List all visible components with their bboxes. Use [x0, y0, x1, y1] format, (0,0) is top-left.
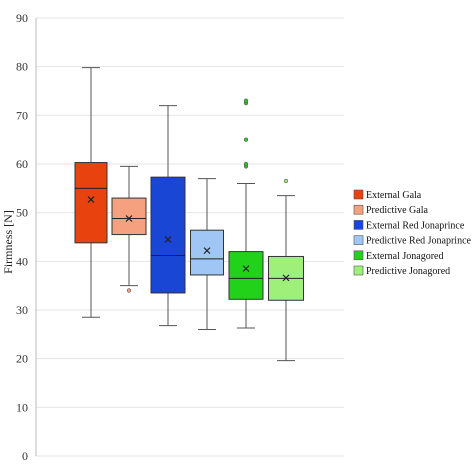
legend-item-5: External Jonagored [353, 250, 443, 262]
y-tick-label-10: 10 [16, 400, 28, 414]
outlier-point-1 [126, 288, 132, 293]
legend-label: Predictive Gala [366, 205, 428, 216]
mean-stroke-b [164, 236, 172, 243]
mean-stroke-b [125, 215, 133, 222]
mean-marker [203, 247, 211, 255]
mean-marker [125, 215, 133, 222]
legend-swatch [353, 220, 364, 230]
y-tick-label-20: 20 [16, 352, 28, 366]
legend-label: Predictive Jonagored [366, 266, 450, 277]
box-iqr [190, 229, 224, 276]
legend-label: Predictive Red Jonaprince [366, 236, 472, 247]
y-tick-label-70: 70 [16, 108, 28, 122]
mean-stroke-b [87, 196, 95, 203]
legend-item-3: External Red Jonaprince [353, 220, 465, 231]
y-tick-label-90: 90 [16, 11, 28, 25]
y-tick-label-40: 40 [16, 254, 28, 268]
box-4 [190, 178, 224, 330]
box-iqr [74, 162, 108, 244]
y-tick-label-30: 30 [16, 303, 28, 317]
outlier-point-5 [243, 98, 249, 103]
box-6 [268, 178, 304, 362]
legend-item-1: External Gala [353, 189, 422, 201]
legend-swatch [353, 250, 364, 261]
box-series [74, 67, 304, 362]
box-3 [150, 105, 186, 327]
legend-swatch [353, 204, 364, 215]
box-iqr [150, 176, 186, 294]
box-5 [228, 98, 264, 329]
mean-stroke-b [203, 247, 211, 255]
y-axis: Firmness [N] 0 10 20 30 40 50 60 70 80 90 [1, 11, 37, 463]
y-tick-label-80: 80 [16, 60, 28, 74]
mean-marker [282, 274, 290, 282]
mean-marker [242, 265, 250, 273]
legend-label: External Gala [366, 190, 422, 201]
legend-swatch [353, 235, 364, 245]
outlier-point-1 [283, 178, 289, 184]
legend: External Gala Predictive Gala External Red… [353, 189, 472, 277]
mean-stroke-b [242, 265, 250, 273]
mean-marker [164, 236, 172, 243]
mean-stroke-b [282, 274, 290, 282]
y-tick-label-0: 0 [22, 449, 28, 463]
y-axis-label: Firmness [N] [1, 210, 15, 274]
box-1 [74, 67, 108, 318]
legend-label: External Jonagored [366, 251, 443, 262]
legend-item-2: Predictive Gala [353, 204, 428, 216]
legend-swatch [353, 265, 364, 276]
box-2 [111, 165, 147, 293]
outlier-point-2 [243, 161, 249, 167]
outlier-point-3 [243, 137, 249, 142]
mean-marker [87, 196, 95, 203]
y-tick-label-50: 50 [16, 206, 28, 220]
box-iqr [111, 197, 147, 236]
legend-swatch [353, 189, 364, 200]
y-tick-label-60: 60 [16, 157, 28, 171]
legend-item-6: Predictive Jonagored [353, 265, 450, 277]
legend-label: External Red Jonaprince [366, 220, 465, 231]
legend-item-4: Predictive Red Jonaprince [353, 235, 472, 247]
box-iqr [228, 251, 264, 300]
